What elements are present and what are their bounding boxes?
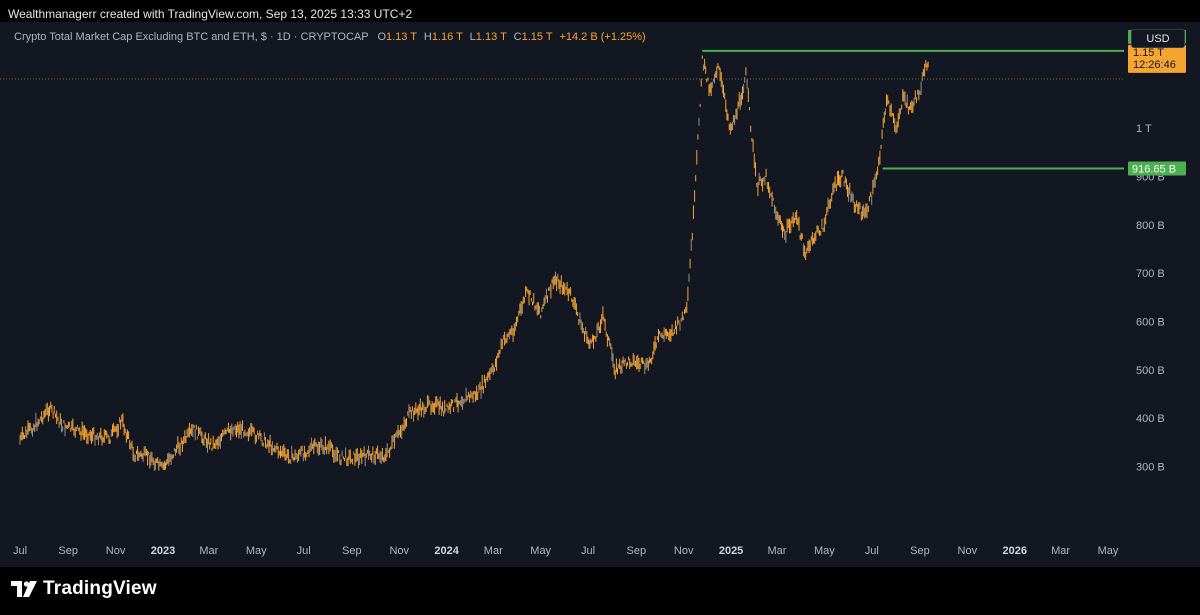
x-axis-tick-label: Sep [58,545,78,557]
y-axis-tick-label: 400 B [1136,413,1165,425]
legend-high-label: H [423,31,432,43]
legend-close-value: 1.15 T [521,31,553,43]
legend-close-label: C [513,31,522,43]
x-axis-tick-label: Jul [865,545,879,557]
y-axis-tick-label: 300 B [1136,462,1165,474]
x-axis-tick-label: Nov [958,545,978,557]
x-axis-tick-label: May [1098,545,1119,557]
currency-button[interactable]: USD [1131,29,1185,48]
legend-low-value: 1.13 T [475,31,507,43]
brand[interactable]: TradingView [11,578,157,600]
price-label-support: 916.65 B [1132,163,1176,175]
x-axis-tick-label: 2025 [719,545,743,557]
x-axis-tick-label: Mar [199,545,218,557]
legend-title: Crypto Total Market Cap Excluding BTC an… [14,31,369,43]
y-axis-tick-label: 500 B [1136,365,1165,377]
chart-panel[interactable]: 1 T 900 B 800 B 700 B 600 B 500 B 400 B 300 B 1.… [0,22,1200,567]
x-axis-tick-label: Nov [389,545,409,557]
price-label-last: 1.15 T [1133,47,1164,59]
legend-open-label: O [377,31,386,43]
legend-high-value: 1.16 T [431,31,463,43]
x-axis-tick-label: Jul [581,545,595,557]
x-axis-tick-label: Jul [13,545,27,557]
price-label-bg [1128,44,1186,73]
x-axis-tick-label: Sep [910,545,930,557]
x-axis-tick-label: 2026 [1003,545,1027,557]
legend-change: +14.2 B (+1.25%) [559,31,646,43]
x-axis-tick-label: Mar [484,545,503,557]
x-axis-tick-label: Mar [767,545,786,557]
x-axis-tick-label: Sep [342,545,362,557]
tradingview-logo-icon [11,581,37,597]
x-axis-tick-label: Mar [1051,545,1070,557]
x-axis-tick-label: May [246,545,267,557]
y-axis-tick-label: 1 T [1136,123,1152,135]
price-label-countdown: 12:26:46 [1133,59,1176,71]
y-axis-tick-label: 700 B [1136,268,1165,280]
x-axis-tick-label: 2024 [434,545,459,557]
x-axis-tick-label: Nov [106,545,126,557]
x-axis-tick-label: 2023 [151,545,175,557]
legend-low-label: L [469,31,476,43]
series-legend: Crypto Total Market Cap Excluding BTC an… [14,31,646,43]
legend-open-value: 1.13 T [386,31,417,43]
x-axis-tick-label: May [814,545,835,557]
y-axis-tick-label: 600 B [1136,317,1165,329]
x-axis-tick-label: May [530,545,551,557]
candles [19,55,929,471]
x-axis-tick-label: Jul [297,545,311,557]
brand-name: TradingView [43,578,157,599]
y-axis-tick-label: 800 B [1136,220,1165,232]
x-axis-tick-label: Sep [626,545,646,557]
footer-bar: TradingView [0,567,1200,615]
price-label-bg [1128,161,1186,176]
x-axis-tick-label: Nov [674,545,694,557]
chart-credit: Wealthmanagerr created with TradingView.… [8,7,413,21]
